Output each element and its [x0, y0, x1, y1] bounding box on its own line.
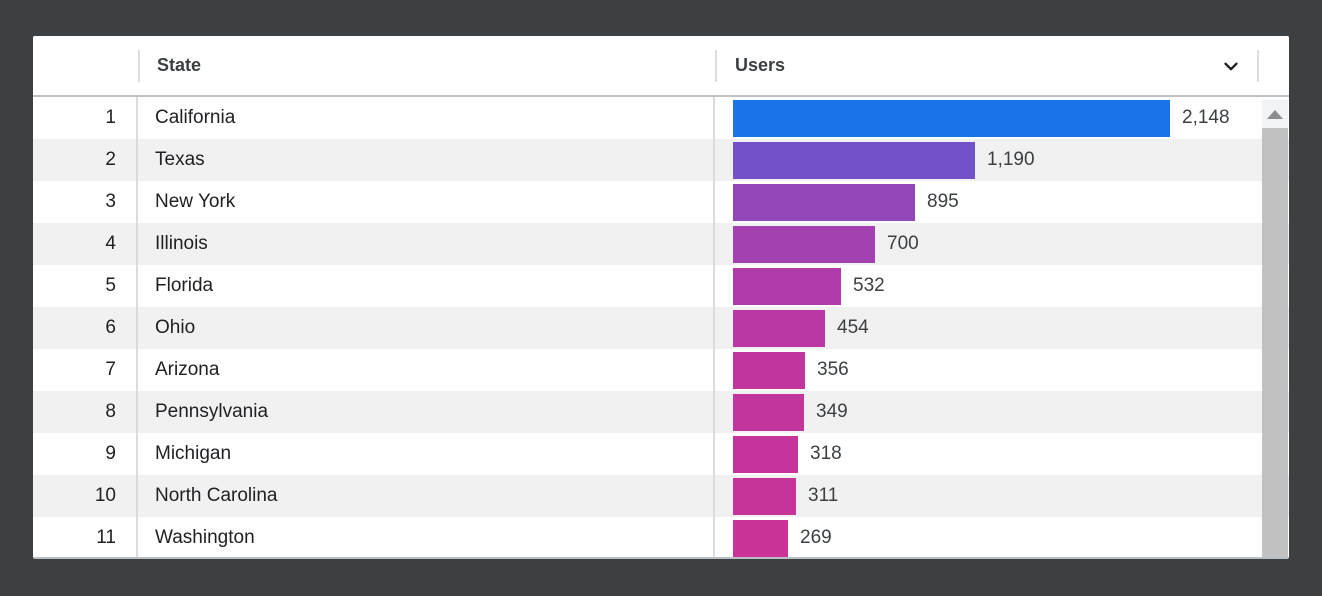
table-row: 10 North Carolina 311: [33, 475, 1289, 517]
table-row: 5 Florida 532: [33, 265, 1289, 307]
users-bar: [733, 435, 798, 473]
table-row: 8 Pennsylvania 349: [33, 391, 1289, 433]
users-bar: [733, 477, 796, 515]
table-row: 9 Michigan 318: [33, 433, 1289, 475]
row-state: Arizona: [138, 349, 715, 391]
row-rank: 4: [33, 223, 138, 265]
users-value: 895: [927, 191, 959, 212]
table-row: 6 Ohio 454: [33, 307, 1289, 349]
users-value: 311: [808, 485, 839, 506]
row-users-cell: 895: [715, 181, 1289, 223]
row-rank: 11: [33, 517, 138, 557]
table-row: 7 Arizona 356: [33, 349, 1289, 391]
users-value: 1,190: [987, 149, 1035, 170]
users-bar: [733, 183, 915, 221]
table-body: 1 California 2,148 2 Texas 1,190 3 New Y…: [33, 97, 1289, 557]
table-row: 2 Texas 1,190: [33, 139, 1289, 181]
users-column-header: Users: [717, 54, 1257, 78]
row-state: New York: [138, 181, 715, 223]
users-value: 318: [810, 443, 842, 464]
row-users-cell: 356: [715, 349, 1289, 391]
row-state: Michigan: [138, 433, 715, 475]
scrollbar-thumb[interactable]: [1262, 128, 1288, 557]
header-spacer: [1259, 36, 1289, 95]
users-bar: [733, 351, 805, 389]
header-divider: [715, 49, 717, 82]
row-users-cell: 532: [715, 265, 1289, 307]
row-users-cell: 700: [715, 223, 1289, 265]
users-column-label: Users: [735, 55, 786, 75]
chevron-down-icon[interactable]: [1219, 54, 1243, 78]
users-bar: [733, 99, 1170, 137]
rank-column-header: [33, 36, 138, 95]
users-bar: [733, 519, 788, 557]
table-row: 4 Illinois 700: [33, 223, 1289, 265]
analytics-table-card: State Users 1 California 2,148 2 Texas 1…: [33, 36, 1289, 559]
scroll-up-icon: [1267, 109, 1283, 119]
users-value: 269: [800, 527, 832, 548]
users-value: 700: [887, 233, 919, 254]
row-state: North Carolina: [138, 475, 715, 517]
row-rank: 2: [33, 139, 138, 181]
users-value: 532: [853, 275, 885, 296]
row-users-cell: 318: [715, 433, 1289, 475]
table-row: 11 Washington 269: [33, 517, 1289, 557]
table-header: State Users: [33, 36, 1289, 97]
row-users-cell: 269: [715, 517, 1289, 557]
table-row: 3 New York 895: [33, 181, 1289, 223]
users-bar: [733, 309, 825, 347]
header-divider: [138, 49, 140, 82]
table-row: 1 California 2,148: [33, 97, 1289, 139]
users-bar: [733, 267, 841, 305]
row-state: Illinois: [138, 223, 715, 265]
row-users-cell: 1,190: [715, 139, 1289, 181]
row-users-cell: 2,148: [715, 97, 1289, 139]
row-rank: 7: [33, 349, 138, 391]
vertical-scrollbar[interactable]: [1262, 100, 1288, 557]
users-value: 356: [817, 359, 849, 380]
row-users-cell: 454: [715, 307, 1289, 349]
row-state: California: [138, 97, 715, 139]
row-state: Ohio: [138, 307, 715, 349]
header-divider: [1257, 49, 1259, 82]
scrollbar-up-button[interactable]: [1262, 100, 1288, 128]
row-rank: 3: [33, 181, 138, 223]
users-value: 2,148: [1182, 107, 1230, 128]
users-value: 349: [816, 401, 848, 422]
row-rank: 8: [33, 391, 138, 433]
row-users-cell: 349: [715, 391, 1289, 433]
row-rank: 9: [33, 433, 138, 475]
users-bar: [733, 393, 804, 431]
row-rank: 10: [33, 475, 138, 517]
row-state: Texas: [138, 139, 715, 181]
row-state: Pennsylvania: [138, 391, 715, 433]
users-bar: [733, 225, 875, 263]
users-bar: [733, 141, 975, 179]
row-users-cell: 311: [715, 475, 1289, 517]
row-state: Washington: [138, 517, 715, 557]
users-value: 454: [837, 317, 869, 338]
state-column-header: State: [157, 55, 202, 75]
row-rank: 5: [33, 265, 138, 307]
row-state: Florida: [138, 265, 715, 307]
row-rank: 1: [33, 97, 138, 139]
row-rank: 6: [33, 307, 138, 349]
